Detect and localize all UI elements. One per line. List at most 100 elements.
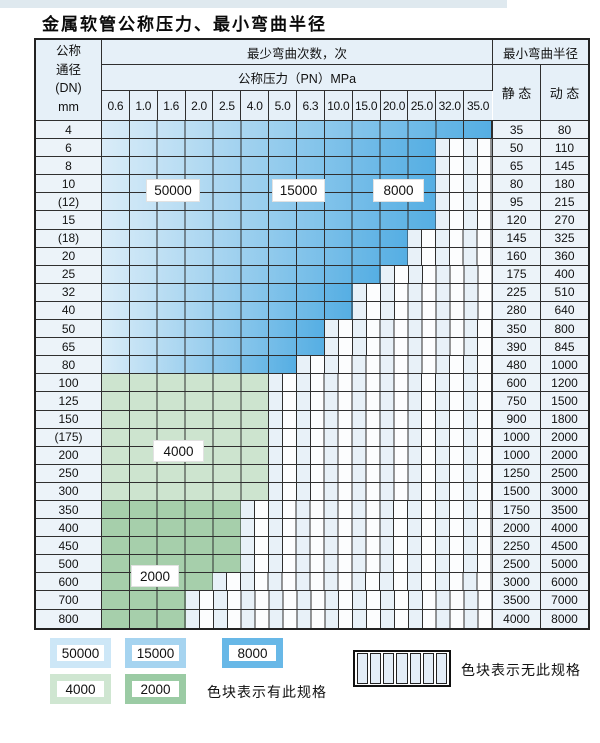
spec-cells (102, 428, 493, 446)
pn-value-cell: 2.0 (185, 91, 214, 120)
table-row: (18) 145 325 (36, 229, 588, 248)
table-row: 25 175 400 (36, 265, 588, 284)
table-row: 15 120 270 (36, 211, 588, 230)
table-row: 500 2500 5000 (36, 555, 588, 574)
legend-swatch: 15000 (125, 638, 186, 668)
available-spec-band (102, 121, 492, 139)
table-row: 65 390 845 (36, 338, 588, 357)
no-spec-hatch (269, 410, 492, 428)
stripe-cell (370, 653, 382, 684)
no-spec-hatch (213, 573, 492, 591)
available-spec-band (102, 301, 353, 320)
spec-cells (102, 139, 493, 157)
dn-header-line: 公称 (55, 44, 81, 59)
static-radius-cell: 80 (493, 175, 541, 193)
no-spec-swatch (353, 650, 451, 687)
pn-value-cell: 2.5 (213, 91, 242, 120)
table-row: 8 65 145 (36, 157, 588, 176)
dn-cell: 50 (36, 320, 102, 338)
static-radius-cell: 4000 (493, 609, 541, 628)
cycle-count-label: 15000 (272, 179, 325, 202)
static-radius-cell: 95 (493, 193, 541, 211)
dn-cell: 40 (36, 301, 102, 320)
dn-cell: (18) (36, 229, 102, 247)
table-header: 公称 通径 (DN) mm 最少弯曲次数，次 最小弯曲半径 公称压力（PN）MP… (36, 40, 588, 121)
dynamic-radius-cell: 4000 (541, 519, 588, 537)
dynamic-radius-cell: 8000 (541, 609, 588, 628)
no-spec-hatch (352, 301, 492, 320)
available-spec-band (102, 338, 325, 356)
table-row: 100 600 1200 (36, 374, 588, 393)
pn-value-cell: 6.3 (297, 91, 325, 120)
no-spec-hatch (269, 392, 492, 410)
static-radius-cell: 350 (493, 320, 541, 338)
dn-cell: 125 (36, 392, 102, 410)
table-row: 6 50 110 (36, 139, 588, 158)
no-spec-hatch (269, 374, 492, 392)
available-spec-band (102, 537, 242, 555)
no-spec-hatch (436, 211, 492, 229)
dynamic-radius-cell: 845 (541, 338, 588, 356)
available-spec-band (102, 229, 409, 247)
no-spec-hatch (324, 320, 492, 338)
pn-value-cell: 0.6 (102, 91, 130, 120)
dynamic-radius-cell: 7000 (541, 591, 588, 609)
spec-cells (102, 374, 493, 392)
dn-cell: 6 (36, 139, 102, 157)
table-row: 800 4000 8000 (36, 609, 588, 628)
no-spec-hatch (269, 446, 492, 464)
available-spec-band (102, 157, 437, 175)
cycle-count-label: 50000 (146, 179, 200, 202)
table-row: 350 1750 3500 (36, 500, 588, 520)
dn-cell: 250 (36, 464, 102, 482)
available-spec-band (102, 482, 270, 500)
table-row: 125 750 1500 (36, 392, 588, 411)
static-radius-cell: 3000 (493, 573, 541, 591)
no-spec-hatch (436, 139, 492, 157)
dn-cell: 4 (36, 121, 102, 139)
dynamic-radius-cell: 80 (541, 121, 588, 139)
legend-swatch: 50000 (50, 638, 111, 668)
no-spec-hatch (241, 519, 492, 537)
dynamic-radius-cell: 145 (541, 157, 588, 175)
dynamic-radius-cell: 180 (541, 175, 588, 193)
static-radius-cell: 175 (493, 265, 541, 283)
available-spec-band (102, 519, 242, 537)
spec-cells (102, 609, 493, 628)
static-radius-cell: 2250 (493, 537, 541, 555)
table-body: 4 35 80 6 50 110 8 65 145 10 80 180 (12) 95 215 15 120 27… (36, 121, 588, 628)
static-radius-cell: 225 (493, 283, 541, 301)
dynamic-radius-cell: 1800 (541, 410, 588, 428)
pn-value-cell: 4.0 (241, 91, 270, 120)
dn-cell: 500 (36, 555, 102, 573)
spec-cells (102, 356, 493, 374)
cycle-count-label: 4000 (153, 440, 204, 462)
dynamic-radius-cell: 640 (541, 301, 588, 320)
static-radius-cell: 1000 (493, 446, 541, 464)
spec-cells (102, 338, 493, 356)
available-spec-band (102, 283, 353, 301)
no-spec-hatch (185, 591, 492, 609)
stripe-cell (357, 653, 369, 684)
table-row: 20 160 360 (36, 247, 588, 266)
spec-cells (102, 283, 493, 301)
spec-table: 公称 通径 (DN) mm 最少弯曲次数，次 最小弯曲半径 公称压力（PN）MP… (34, 38, 590, 630)
legend-swatch: 2000 (125, 674, 186, 704)
table-row: 200 1000 2000 (36, 446, 588, 465)
top-strip (0, 0, 507, 8)
table-row: 50 350 800 (36, 320, 588, 339)
dn-header-line: mm (58, 99, 79, 114)
static-radius-cell: 160 (493, 247, 541, 265)
dn-cell: 300 (36, 482, 102, 500)
spec-cells (102, 482, 493, 500)
dynamic-radius-cell: 6000 (541, 573, 588, 591)
static-radius-cell: 750 (493, 392, 541, 410)
dn-cell: 400 (36, 519, 102, 537)
dynamic-radius-cell: 2500 (541, 464, 588, 482)
dn-cell: 32 (36, 283, 102, 301)
dynamic-radius-cell: 2000 (541, 428, 588, 446)
pn-value-cell: 25.0 (408, 91, 437, 120)
available-spec-band (102, 410, 270, 428)
bend-times-header: 最少弯曲次数，次 (102, 40, 493, 65)
